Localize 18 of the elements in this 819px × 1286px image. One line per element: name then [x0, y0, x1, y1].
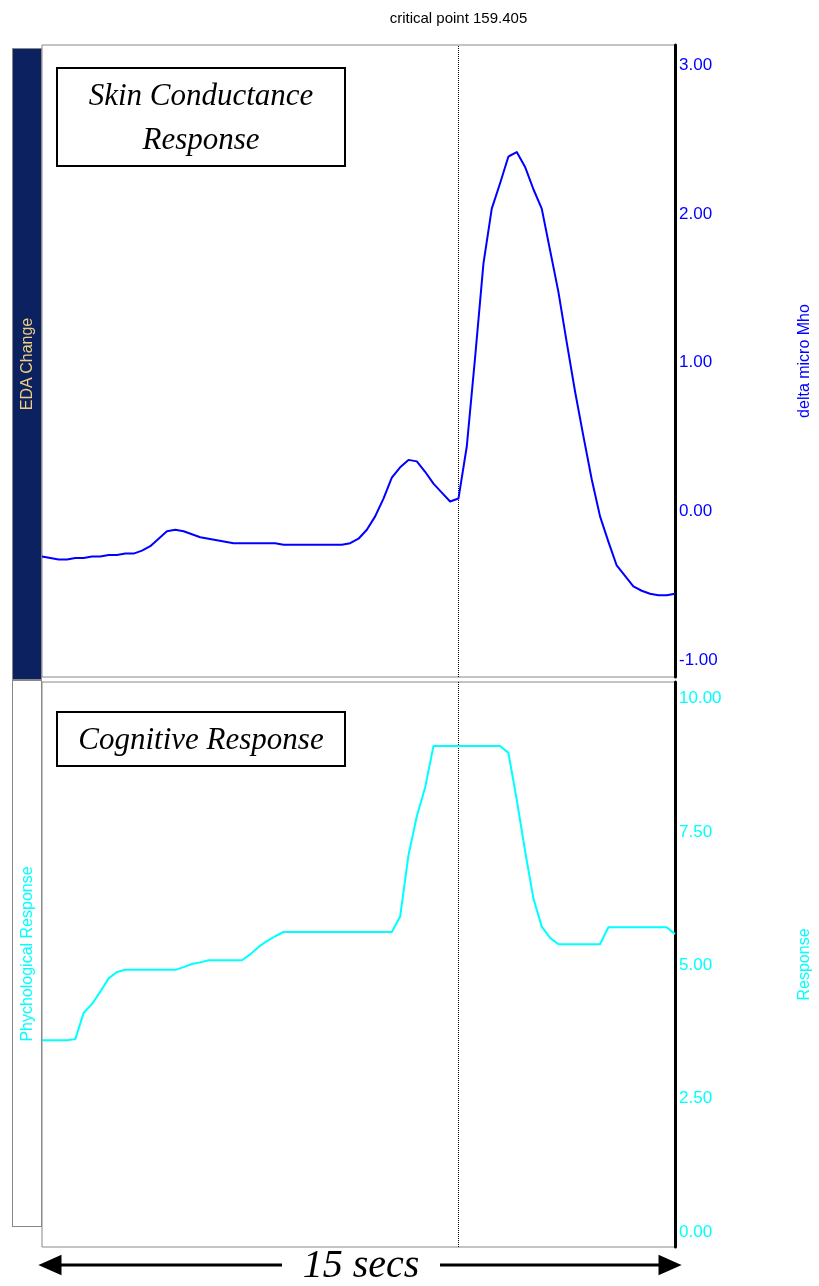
y-tick-label: 0.00 [679, 500, 713, 520]
y-tick-label: 0.00 [679, 1221, 713, 1241]
x-axis-title: 15 secs [301, 1241, 421, 1286]
y-tick-label: 2.00 [679, 203, 713, 223]
y-tick-label: 10.00 [679, 688, 722, 708]
text: EDA Change [18, 317, 36, 411]
annotation: Skin Conductance Response [56, 67, 346, 167]
y-tick-label: 1.00 [679, 352, 713, 372]
y-tick-label: -1.00 [679, 649, 718, 669]
y-tick-label: 2.50 [679, 1088, 713, 1108]
annotation: Cognitive Response [56, 711, 346, 767]
text: Phychological Response [18, 865, 36, 1042]
y-axis-title: Response [794, 928, 812, 1001]
y-tick-label: 7.50 [679, 821, 713, 841]
y-tick-label: 3.00 [679, 54, 713, 74]
x-tick-label: critical point 159.405 [389, 9, 528, 26]
y-axis-title: delta micro Mho [794, 303, 812, 418]
y-tick-label: 5.00 [679, 955, 713, 974]
